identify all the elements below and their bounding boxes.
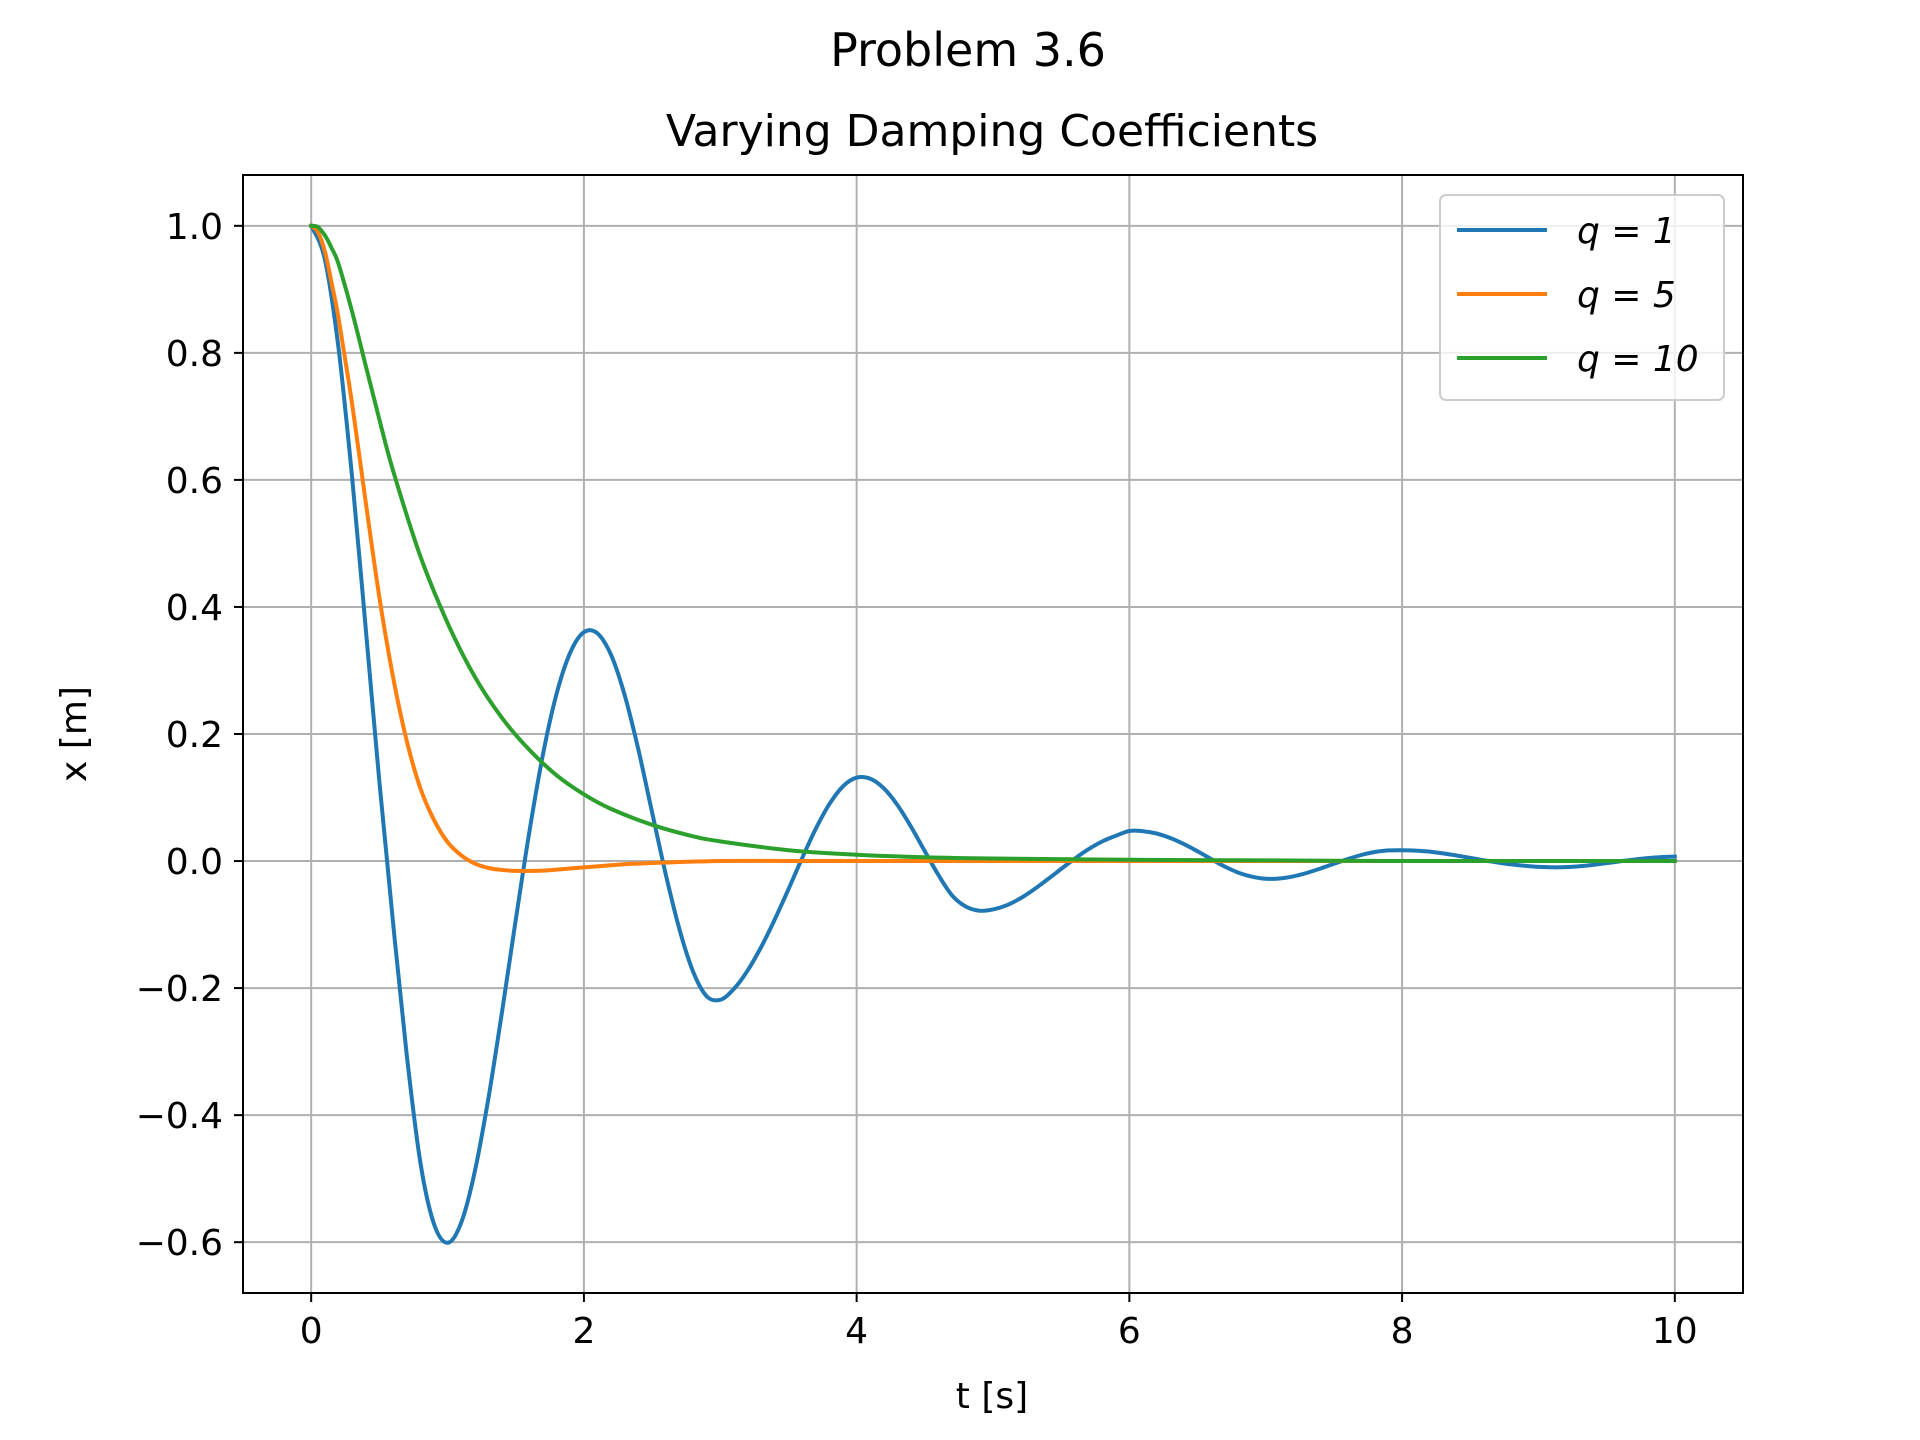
x-tick-label: 8 — [1391, 1311, 1414, 1352]
y-axis-label: x [m] — [54, 686, 95, 782]
legend-label: q = 1 — [1577, 211, 1676, 252]
series-line — [308, 223, 1677, 1245]
y-tick-label: 0.8 — [166, 334, 223, 375]
y-tick-label: 0.2 — [166, 715, 223, 756]
y-tick-label: 0.0 — [166, 842, 223, 883]
x-axis-label: t [s] — [956, 1376, 1028, 1417]
y-tick-label: 0.6 — [166, 461, 223, 502]
series-lines — [308, 222, 1677, 1245]
grid — [243, 175, 1743, 1293]
x-tick-label: 4 — [845, 1311, 868, 1352]
x-tick-label: 2 — [572, 1311, 595, 1352]
y-tick-label: 0.4 — [166, 588, 223, 629]
x-tick-label: 0 — [300, 1311, 323, 1352]
legend-label: q = 5 — [1577, 275, 1676, 316]
legend-label: q = 10 — [1577, 339, 1699, 380]
legend: q = 1 q = 5 q = 10 — [1439, 194, 1725, 401]
chart-title: Varying Damping Coefficients — [666, 106, 1318, 157]
x-tick-label: 10 — [1652, 1311, 1698, 1352]
axis-ticks: 0 2 4 6 8 10 1.0 0.8 0.6 0.4 0.2 0.0 −0.2 −0.4 −0.6 — [136, 207, 1698, 1352]
y-tick-label: 1.0 — [166, 207, 223, 248]
figure-suptitle: Problem 3.6 — [830, 23, 1106, 77]
y-tick-label: −0.2 — [136, 969, 223, 1010]
y-tick-label: −0.6 — [136, 1223, 223, 1264]
series-line — [308, 223, 1677, 864]
legend-box — [1439, 194, 1725, 401]
y-tick-label: −0.4 — [136, 1096, 223, 1137]
x-tick-label: 6 — [1118, 1311, 1141, 1352]
